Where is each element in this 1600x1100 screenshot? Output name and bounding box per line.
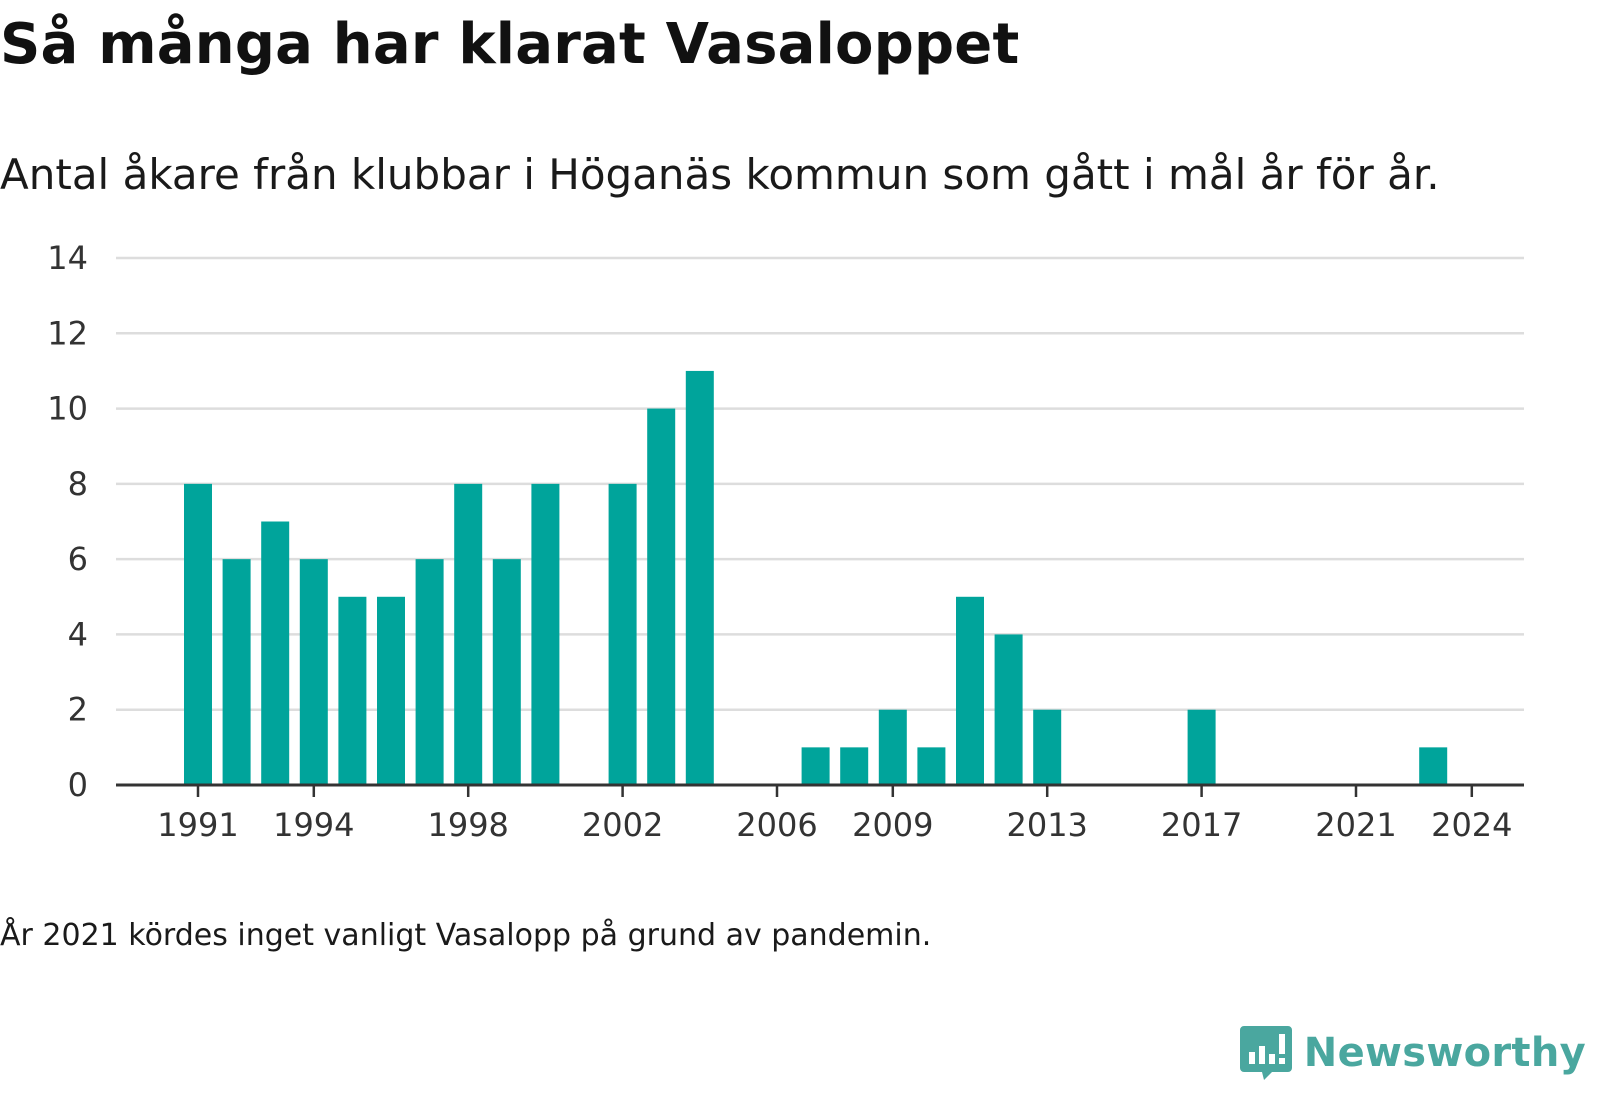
bar-2007 <box>801 747 830 785</box>
newsworthy-logo: Newsworthy <box>1238 1024 1586 1082</box>
bar-2017 <box>1187 709 1216 785</box>
bar-2012 <box>994 634 1023 785</box>
bar-2013 <box>1033 709 1062 785</box>
y-tick-label: 10 <box>47 390 88 428</box>
x-tick-label: 2006 <box>736 806 817 844</box>
x-tick-label: 2009 <box>852 806 933 844</box>
bar-1992 <box>222 559 251 785</box>
bar-1991 <box>184 483 212 785</box>
y-tick-label: 2 <box>68 691 88 729</box>
y-tick-label: 8 <box>68 465 88 503</box>
x-tick-label: 1994 <box>273 806 354 844</box>
x-tick-label: 2002 <box>582 806 663 844</box>
bar-2011 <box>956 596 984 785</box>
bar-1994 <box>299 559 328 785</box>
x-tick-label: 2017 <box>1161 806 1242 844</box>
bar-1997 <box>415 559 444 785</box>
bar-1998 <box>454 483 483 785</box>
bar-2010 <box>917 747 946 785</box>
x-tick-label: 2013 <box>1006 806 1087 844</box>
bar-1999 <box>492 559 521 785</box>
footnote: År 2021 kördes inget vanligt Vasalopp på… <box>0 918 932 953</box>
bar-2008 <box>840 747 869 785</box>
bar-2009 <box>878 709 907 785</box>
bar-2002 <box>608 483 637 785</box>
bar-2023 <box>1419 747 1448 785</box>
x-axis: 1991 1994 1998 2002 2006 2009 2013 2017 2021 2024 <box>116 783 1524 844</box>
bar-2003 <box>647 408 676 785</box>
y-tick-label: 4 <box>68 615 88 653</box>
y-tick-label: 0 <box>68 766 88 804</box>
bar-chart: 1991 1994 1998 2002 2006 2009 2013 2017 2021 2024… <box>47 239 1524 844</box>
x-tick-label: 1991 <box>157 806 238 844</box>
x-tick-label: 1998 <box>427 806 508 844</box>
bar-1996 <box>377 596 405 785</box>
y-tick-label: 12 <box>47 314 88 352</box>
y-tick-label: 14 <box>47 239 88 277</box>
bars <box>184 370 1448 785</box>
logo-text: Newsworthy <box>1303 1030 1586 1076</box>
chart-subtitle: Antal åkare från klubbar i Höganäs kommu… <box>0 150 1440 199</box>
bar-2004 <box>685 370 714 785</box>
bar-1995 <box>338 596 367 785</box>
bar-1993 <box>261 521 290 785</box>
x-tick-label: 2024 <box>1431 806 1512 844</box>
bar-2000 <box>531 483 560 785</box>
y-axis-labels: 0 2 4 6 8 10 12 14 <box>47 239 88 804</box>
bar-chart-speech-bubble-icon <box>1239 1026 1292 1080</box>
chart-title: Så många har klarat Vasaloppet <box>0 12 1020 77</box>
x-tick-label: 2021 <box>1315 806 1396 844</box>
y-tick-label: 6 <box>68 540 88 578</box>
